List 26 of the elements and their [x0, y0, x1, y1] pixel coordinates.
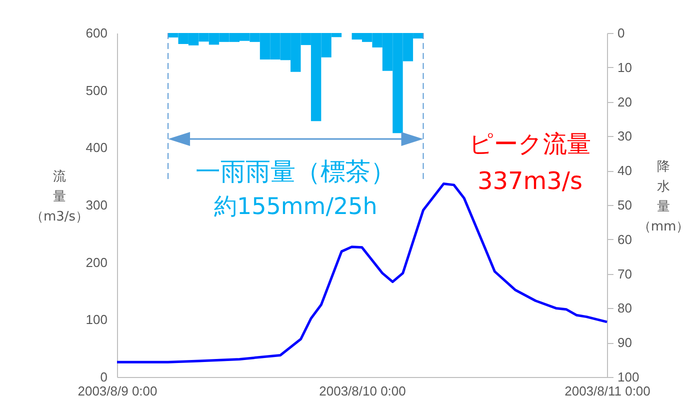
y2-tick-label: 60 — [618, 232, 632, 247]
x-tick-label: 2003/8/11 0:00 — [564, 384, 650, 398]
y2-tick-label: 80 — [618, 300, 632, 316]
annotation: 337m3/s — [477, 167, 583, 195]
y2-tick-label: 10 — [618, 60, 632, 75]
y-tick-label: 0 — [100, 370, 108, 384]
y-tick-label: 200 — [86, 254, 108, 270]
ref-line-label: 一雨雨量（標茶） — [196, 156, 396, 188]
y-tick-label: 500 — [86, 82, 108, 98]
y2-tick-label: 100 — [618, 370, 640, 384]
y2-tick-label: 90 — [618, 335, 632, 350]
x-tick-label: 2003/8/9 0:00 — [78, 384, 158, 398]
y-tick-label: 400 — [86, 140, 108, 156]
y-tick-label: 100 — [86, 312, 108, 328]
y2-tick-label: 30 — [618, 128, 632, 144]
y2-tick-label: 40 — [618, 163, 632, 178]
y-tick-label: 300 — [86, 198, 108, 212]
annotation: 約155mm/25h — [214, 193, 378, 222]
y2-axis-title: 降水量（mm） — [638, 160, 686, 234]
y2-tick-label: 20 — [618, 94, 632, 110]
y2-tick-label: 50 — [618, 198, 632, 212]
y2-tick-label: 70 — [618, 266, 632, 282]
annotation: ピーク流量 — [469, 129, 591, 160]
y2-tick-label: 0 — [618, 26, 625, 40]
y-tick-label: 600 — [86, 26, 108, 40]
x-tick-label: 2003/8/10 0:00 — [319, 384, 406, 398]
